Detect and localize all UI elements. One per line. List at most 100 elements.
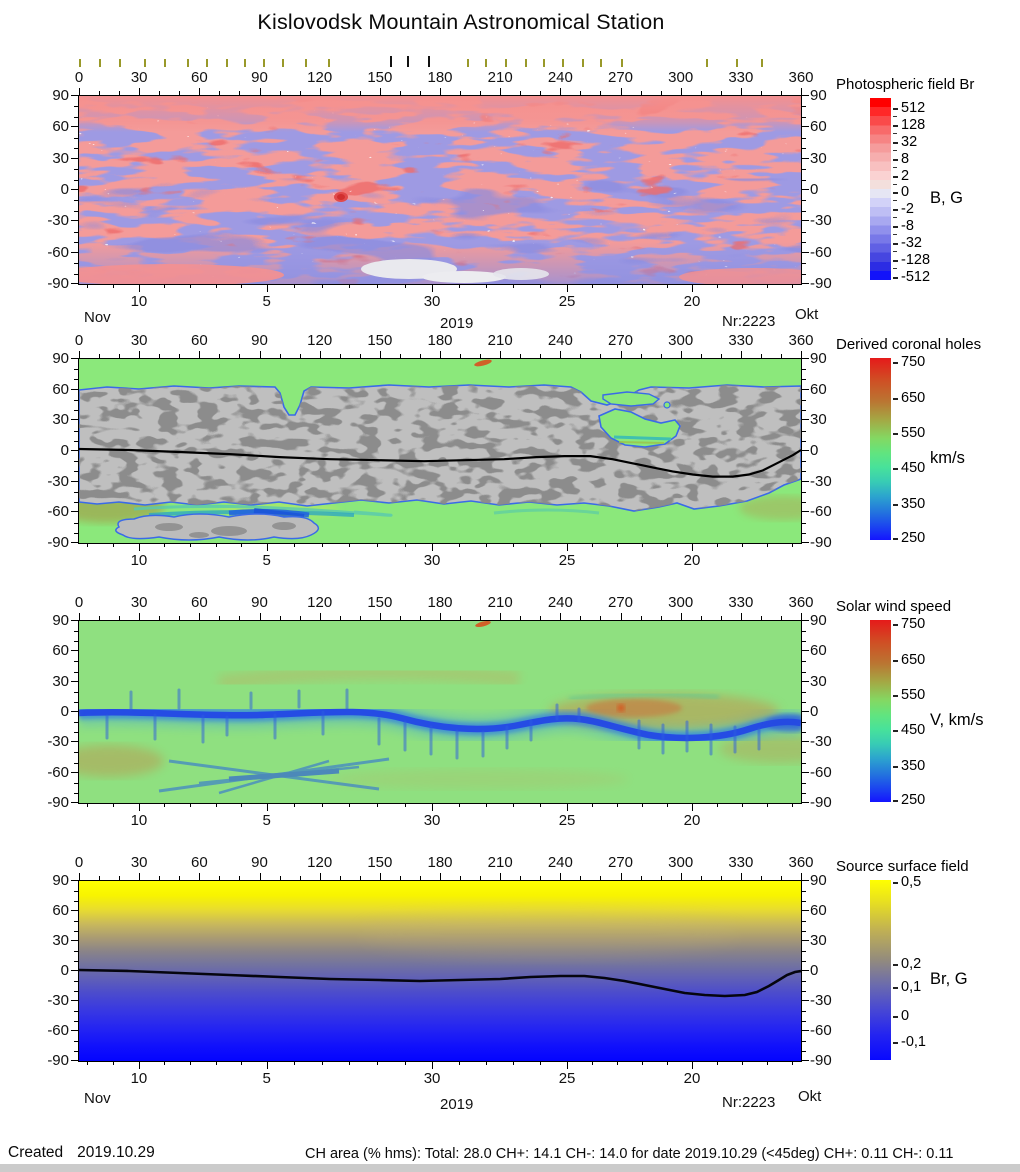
- lon-minor-tick: [640, 354, 642, 358]
- colorbar-tick: [893, 799, 898, 802]
- lat-major-tick: [802, 1060, 809, 1061]
- lon-tick-label: 270: [607, 854, 634, 871]
- date-minor-tick: [592, 1061, 594, 1065]
- lat-minor-tick: [802, 951, 806, 952]
- date-minor-tick: [86, 543, 88, 547]
- lat-minor-tick: [802, 1011, 806, 1012]
- date-minor-tick: [459, 543, 461, 547]
- lon-minor-tick: [359, 616, 361, 620]
- fast-wind-band-south: [329, 769, 629, 789]
- lon-major-tick: [620, 351, 622, 358]
- lon-tick-label: 120: [307, 332, 333, 349]
- lat-minor-tick: [802, 106, 806, 108]
- lon-minor-tick: [720, 616, 722, 620]
- colorbar-tick-label: 0,5: [901, 873, 922, 890]
- colorbar-tick-label: 0: [901, 184, 910, 200]
- lat-tick-label: -90: [47, 275, 69, 292]
- lon-major-tick: [379, 613, 381, 620]
- date-label: 20: [683, 293, 701, 310]
- detached-gray-cloud: [115, 513, 320, 541]
- date-minor-tick: [349, 543, 351, 547]
- lon-minor-tick: [640, 616, 642, 620]
- lat-minor-tick: [74, 430, 78, 432]
- gray-weak-field-patch: [493, 268, 549, 280]
- date-minor-tick: [376, 1061, 378, 1065]
- lat-major-tick: [802, 711, 809, 712]
- lon-tick-label: 330: [728, 332, 754, 349]
- lat-tick-label: -30: [47, 212, 69, 230]
- lat-minor-tick: [802, 471, 806, 473]
- lon-tick-label: 300: [668, 69, 694, 86]
- lon-minor-tick: [460, 616, 462, 620]
- lat-minor-tick: [74, 890, 78, 892]
- lon-tick-label: 360: [788, 69, 814, 86]
- lat-major-tick: [71, 741, 78, 743]
- lon-tick-label: 60: [190, 854, 208, 871]
- colorbar-tick-label: 0,1: [901, 979, 922, 995]
- south-pink-streak: [79, 264, 284, 284]
- lat-major-tick: [71, 95, 78, 96]
- date-minor-tick: [741, 803, 743, 807]
- observation-day-tick: [705, 59, 708, 67]
- colorbar-tick: [893, 141, 898, 144]
- panel-source-surface-field: 0 30 60 90 120 150 180 210 240 270 300 330 360 90 90 60…: [47, 854, 831, 1087]
- lon-major-tick: [379, 351, 381, 358]
- lat-minor-tick: [74, 1021, 78, 1022]
- lon-minor-tick: [480, 876, 482, 880]
- lon-minor-tick: [99, 91, 101, 95]
- lat-major-tick: [71, 1060, 78, 1061]
- lat-tick-label: 60: [810, 642, 827, 660]
- lat-minor-tick: [802, 1021, 806, 1022]
- lon-minor-tick: [339, 876, 341, 880]
- lat-major-tick: [802, 680, 809, 682]
- observation-day-tick: [600, 59, 603, 67]
- lat-minor-tick: [802, 210, 806, 212]
- date-minor-tick: [513, 1061, 515, 1065]
- colorbar-minor-tick: [893, 234, 897, 236]
- date-major-tick: [432, 803, 434, 811]
- lon-minor-tick: [99, 876, 101, 880]
- date-minor-tick: [241, 543, 243, 547]
- lon-minor-tick: [600, 91, 602, 95]
- date-major-tick: [567, 803, 569, 811]
- date-minor-tick: [112, 543, 114, 547]
- date-minor-tick: [766, 284, 768, 288]
- colorbar-tick: [893, 624, 898, 627]
- lat-minor-tick: [74, 410, 78, 412]
- date-minor-tick: [540, 543, 542, 547]
- observation-day-tick: [226, 59, 229, 67]
- lat-tick-label: 0: [60, 181, 69, 198]
- date-minor-tick: [294, 543, 296, 547]
- panel-photospheric-field: 0 30 60 90 120 150 180 210 240 270 300 330 360 90 90 60…: [47, 56, 832, 310]
- colorbar-tick: [893, 175, 898, 178]
- lon-minor-tick: [339, 616, 341, 620]
- date-major-tick: [138, 284, 140, 292]
- date-minor-tick: [766, 543, 768, 547]
- lon-minor-tick: [700, 616, 702, 620]
- lon-minor-tick: [720, 354, 722, 358]
- lon-tick-label: 90: [251, 854, 268, 871]
- date-minor-tick: [376, 284, 378, 288]
- lon-tick-label: 300: [668, 594, 694, 611]
- lon-minor-tick: [780, 91, 782, 95]
- lon-minor-tick: [239, 616, 241, 620]
- date-minor-tick: [215, 803, 217, 807]
- lon-major-tick: [319, 351, 321, 358]
- lat-minor-tick: [802, 410, 806, 412]
- orange-tinge-right: [739, 496, 801, 520]
- lat-tick-label: -90: [810, 534, 832, 551]
- lat-tick-label: -30: [47, 733, 69, 751]
- lat-major-tick: [71, 802, 78, 803]
- lat-major-tick: [802, 939, 809, 941]
- colorbar-tick: [893, 1042, 898, 1045]
- lat-tick-label: -60: [810, 243, 832, 261]
- date-minor-tick: [791, 543, 793, 547]
- lat-minor-tick: [802, 691, 806, 693]
- lat-minor-tick: [74, 471, 78, 473]
- colorbar-tick-label: -512: [901, 268, 931, 285]
- lat-minor-tick: [74, 732, 78, 734]
- lon-major-tick: [620, 613, 622, 620]
- colorbar-tick: [893, 537, 898, 540]
- date-major-tick: [266, 543, 268, 551]
- date-minor-tick: [459, 1061, 461, 1065]
